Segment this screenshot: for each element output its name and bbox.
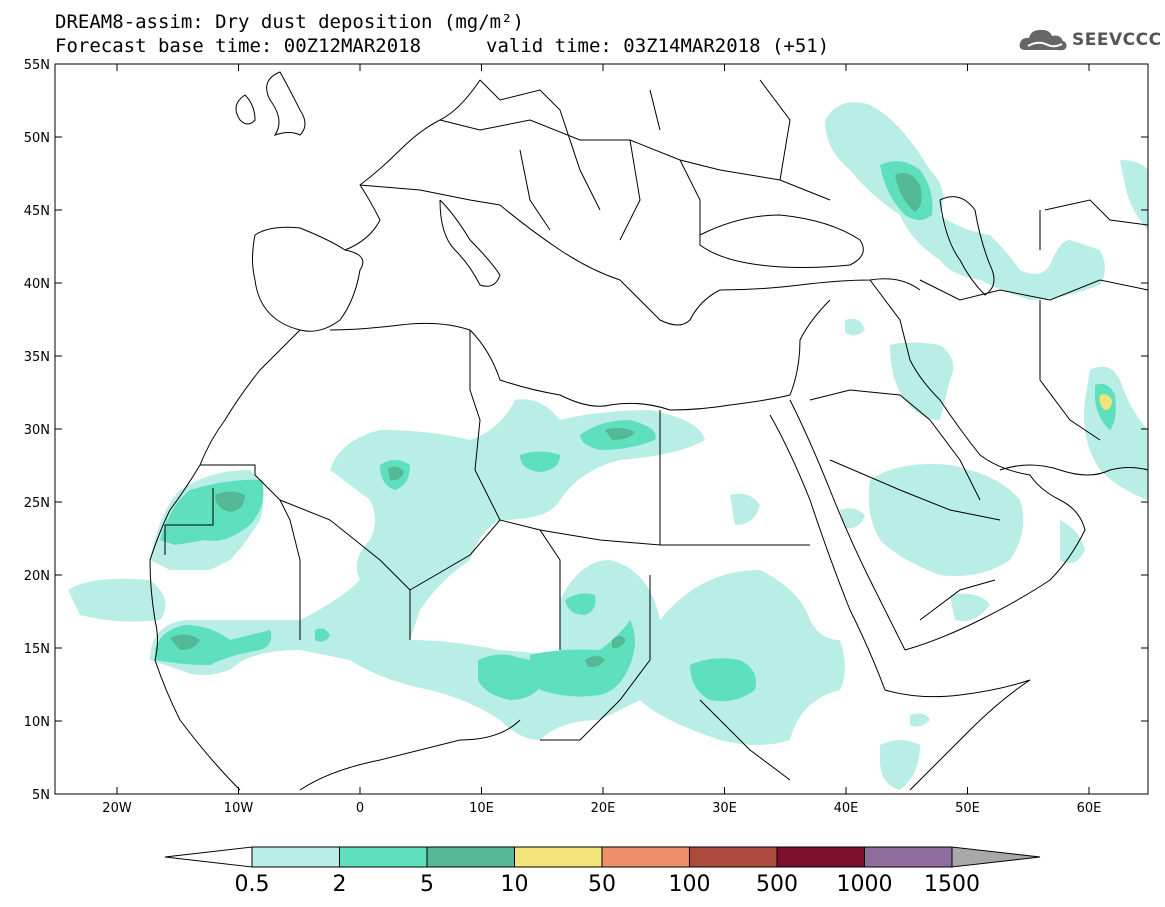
lon-label: 20W (102, 801, 132, 816)
lat-label: 50N (24, 131, 50, 146)
lat-label: 10N (24, 715, 50, 730)
lon-label: 40E (834, 801, 859, 816)
map-title: DREAM8-assim: Dry dust deposition (mg/m²… (55, 11, 524, 33)
colorbar-swatch (601, 846, 690, 868)
lon-label: 10W (224, 801, 254, 816)
lat-label: 20N (24, 569, 50, 584)
level-10-region (1099, 394, 1112, 410)
colorbar-label: 0.5 (235, 872, 270, 897)
lon-label: 10E (469, 801, 494, 816)
lon-label: 60E (1077, 801, 1102, 816)
colorbar-label: 5 (420, 872, 434, 897)
colorbar-label: 1500 (924, 872, 980, 897)
lat-label: 45N (24, 204, 50, 219)
colorbar-label: 10 (501, 872, 529, 897)
cloud-icon (1019, 29, 1067, 51)
colorbar-label: 500 (756, 872, 798, 897)
lat-label: 15N (24, 642, 50, 657)
colorbar-label: 50 (588, 872, 616, 897)
level-5-region (170, 172, 922, 668)
colorbar-swatch (514, 846, 603, 868)
colorbar-swatch (251, 846, 340, 868)
seevccc-logo: SEEVCCC (1018, 26, 1161, 56)
colorbar-label: 100 (669, 872, 711, 897)
lat-label: 55N (24, 58, 50, 73)
valid-time-label: valid time: 03Z14MAR2018 (+51) (486, 35, 830, 57)
coastlines-and-borders (149, 71, 1148, 791)
lon-label: 30E (712, 801, 737, 816)
lon-label: 0 (356, 801, 364, 816)
lat-label: 5N (32, 788, 50, 803)
colorbar-swatch (426, 846, 515, 868)
colorbar-label: 1000 (837, 872, 893, 897)
logo-text: SEEVCCC (1072, 30, 1162, 50)
lat-label: 25N (24, 496, 50, 511)
latitude-axis: 55N 50N 45N 40N 35N 30N 25N 20N 15N 10N 5N (24, 58, 1148, 803)
colorbar-label: 2 (333, 872, 347, 897)
colorbar-swatch (864, 846, 953, 868)
colorbar-low-triangle (164, 846, 253, 868)
colorbar-high-triangle (951, 846, 1041, 868)
lat-label: 30N (24, 423, 50, 438)
colorbar: 0.5 2 5 10 50 100 500 1000 1500 (164, 846, 1041, 897)
base-time-label: Forecast base time: 00Z12MAR2018 (55, 35, 422, 57)
dust-deposition-field (68, 71, 1148, 791)
lon-label: 20E (591, 801, 616, 816)
colorbar-swatch (689, 846, 778, 868)
longitude-axis: 20W 10W 0 10E 20E 30E 40E 50E 60E (102, 64, 1101, 816)
colorbar-swatch (339, 846, 428, 868)
lat-label: 35N (24, 350, 50, 365)
lon-label: 50E (955, 801, 980, 816)
colorbar-swatch (776, 846, 865, 868)
lat-label: 40N (24, 277, 50, 292)
